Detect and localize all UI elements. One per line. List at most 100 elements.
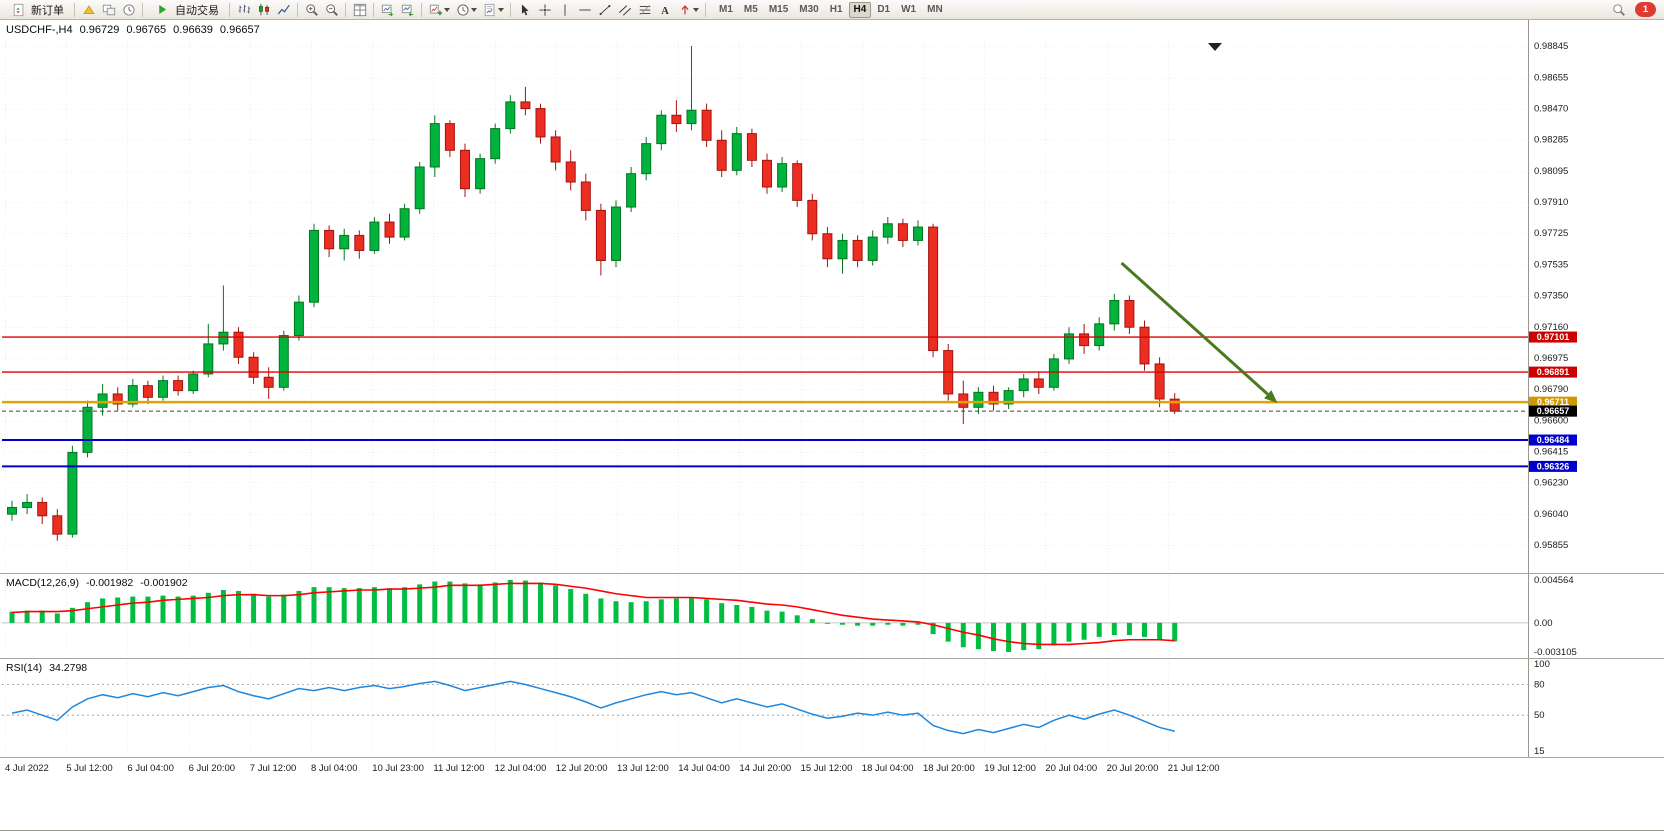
svg-text:5 Jul 12:00: 5 Jul 12:00 [66,763,112,774]
horizontal-line-tool-icon[interactable] [575,1,594,18]
rsi-value: 34.2798 [49,662,88,674]
candlestick-mode-icon[interactable] [254,1,273,18]
periods-icon[interactable] [453,1,472,18]
svg-text:0.96975: 0.96975 [1534,353,1568,364]
svg-text:0.96040: 0.96040 [1534,509,1568,520]
svg-text:10 Jul 23:00: 10 Jul 23:00 [372,763,424,774]
toolbar-separator [142,2,143,17]
svg-text:6 Jul 20:00: 6 Jul 20:00 [189,763,235,774]
svg-text:0.97535: 0.97535 [1534,260,1568,271]
timeframe-button-mn[interactable]: MN [922,2,948,18]
arrows-tool-icon[interactable] [675,1,694,18]
svg-text:0.96891: 0.96891 [1537,367,1570,377]
svg-text:0.96415: 0.96415 [1534,447,1568,458]
svg-text:14 Jul 20:00: 14 Jul 20:00 [739,763,791,774]
bar-chart-mode-icon[interactable] [234,1,253,18]
svg-text:0.97160: 0.97160 [1534,322,1568,333]
timeframe-button-d1[interactable]: D1 [872,2,895,18]
svg-text:0.96326: 0.96326 [1537,461,1570,471]
crosshair-icon[interactable] [535,1,554,18]
line-chart-mode-icon[interactable] [274,1,293,18]
svg-text:0.96790: 0.96790 [1534,384,1568,395]
templates-icon[interactable] [480,1,499,18]
periods-dropdown-caret[interactable] [471,7,477,12]
svg-text:6 Jul 04:00: 6 Jul 04:00 [127,763,173,774]
cursor-icon[interactable] [515,1,534,18]
svg-text:20 Jul 20:00: 20 Jul 20:00 [1107,763,1159,774]
svg-text:4 Jul 2022: 4 Jul 2022 [5,763,49,774]
tile-windows-icon[interactable] [350,1,369,18]
chart-shift-icon[interactable] [398,1,417,18]
svg-text:8 Jul 04:00: 8 Jul 04:00 [311,763,357,774]
indicators-icon[interactable] [426,1,445,18]
macd-panel: 0.004564 0.00 -0.003105 [2,575,1577,658]
toolbar-separator [345,2,346,17]
svg-text:0.97910: 0.97910 [1534,197,1568,208]
text-tool-icon[interactable]: A [655,1,674,18]
indicators-dropdown-caret[interactable] [444,7,450,12]
macd-signal-line [11,582,1175,646]
auto-scroll-icon[interactable] [378,1,397,18]
chart-window: 0.98845 0.98655 0.98470 0.98285 0.98095 0.979… [0,20,1664,830]
svg-text:0.96230: 0.96230 [1534,477,1568,488]
notification-badge[interactable]: 1 [1635,2,1656,17]
svg-text:18 Jul 04:00: 18 Jul 04:00 [862,763,914,774]
timeframe-button-m30[interactable]: M30 [794,2,823,18]
templates-dropdown-caret[interactable] [498,7,504,12]
zoom-in-icon[interactable] [302,1,321,18]
zoom-out-icon[interactable] [322,1,341,18]
svg-text:18 Jul 20:00: 18 Jul 20:00 [923,763,975,774]
candlesticks [7,46,1180,541]
timeframe-button-m5[interactable]: M5 [739,2,763,18]
timeframe-button-h4[interactable]: H4 [848,1,872,18]
svg-text:0.98845: 0.98845 [1534,41,1568,52]
toolbar-separator [373,2,374,17]
svg-text:19 Jul 12:00: 19 Jul 12:00 [984,763,1036,774]
price-badge [1529,331,1577,343]
toolbar-separator [229,2,230,17]
trend-arrow-head [1264,390,1278,403]
profiles-icon[interactable] [99,1,118,18]
timeframe-button-m1[interactable]: M1 [714,2,738,18]
svg-text:0.97725: 0.97725 [1534,228,1568,239]
svg-text:-0.003105: -0.003105 [1534,647,1577,658]
low-value: 0.96639 [173,24,213,36]
timeframe-button-m15[interactable]: M15 [764,2,793,18]
trend-arrow[interactable] [1120,261,1269,396]
rsi-panel: 100 80 50 15 [2,659,1550,757]
timeframe-button-h1[interactable]: H1 [825,2,848,18]
gridlines [2,41,1528,755]
macd-label: MACD(12,26,9) -0.001982 -0.001902 [6,577,188,589]
search-icon[interactable] [1609,1,1628,18]
main-toolbar: 新订单 自动交易 A [0,0,1664,20]
metaquotes-icon[interactable] [79,1,98,18]
market-watch-icon[interactable] [119,1,138,18]
symbol-ohlc-info: USDCHF-,H4 0.96729 0.96765 0.96639 0.966… [6,24,260,36]
toolbar-separator [510,2,511,17]
svg-text:0.98095: 0.98095 [1534,166,1568,177]
fibonacci-tool-icon[interactable] [635,1,654,18]
svg-text:7 Jul 12:00: 7 Jul 12:00 [250,763,296,774]
arrows-dropdown-caret[interactable] [693,7,699,12]
autotrading-button[interactable]: 自动交易 [147,1,225,19]
price-badge [1529,460,1577,472]
symbol-label: USDCHF-,H4 [6,24,73,36]
chart-shift-marker[interactable] [1208,43,1222,51]
trendline-tool-icon[interactable] [595,1,614,18]
svg-text:15 Jul 12:00: 15 Jul 12:00 [801,763,853,774]
price-badge [1529,405,1577,417]
open-value: 0.96729 [79,24,120,36]
vertical-line-tool-icon[interactable] [555,1,574,18]
rsi-name: RSI(14) [6,662,43,674]
channel-tool-icon[interactable] [615,1,634,18]
svg-text:0.97101: 0.97101 [1537,332,1570,342]
new-order-icon [9,1,28,18]
toolbar-right-group: 1 [1609,1,1661,18]
timeframe-button-w1[interactable]: W1 [896,2,921,18]
new-order-button[interactable]: 新订单 [3,1,70,19]
price-chart-canvas[interactable]: 0.98845 0.98655 0.98470 0.98285 0.98095 0.979… [0,20,1664,830]
high-value: 0.96765 [126,24,167,36]
svg-text:100: 100 [1534,659,1550,670]
new-order-label: 新订单 [31,4,64,17]
